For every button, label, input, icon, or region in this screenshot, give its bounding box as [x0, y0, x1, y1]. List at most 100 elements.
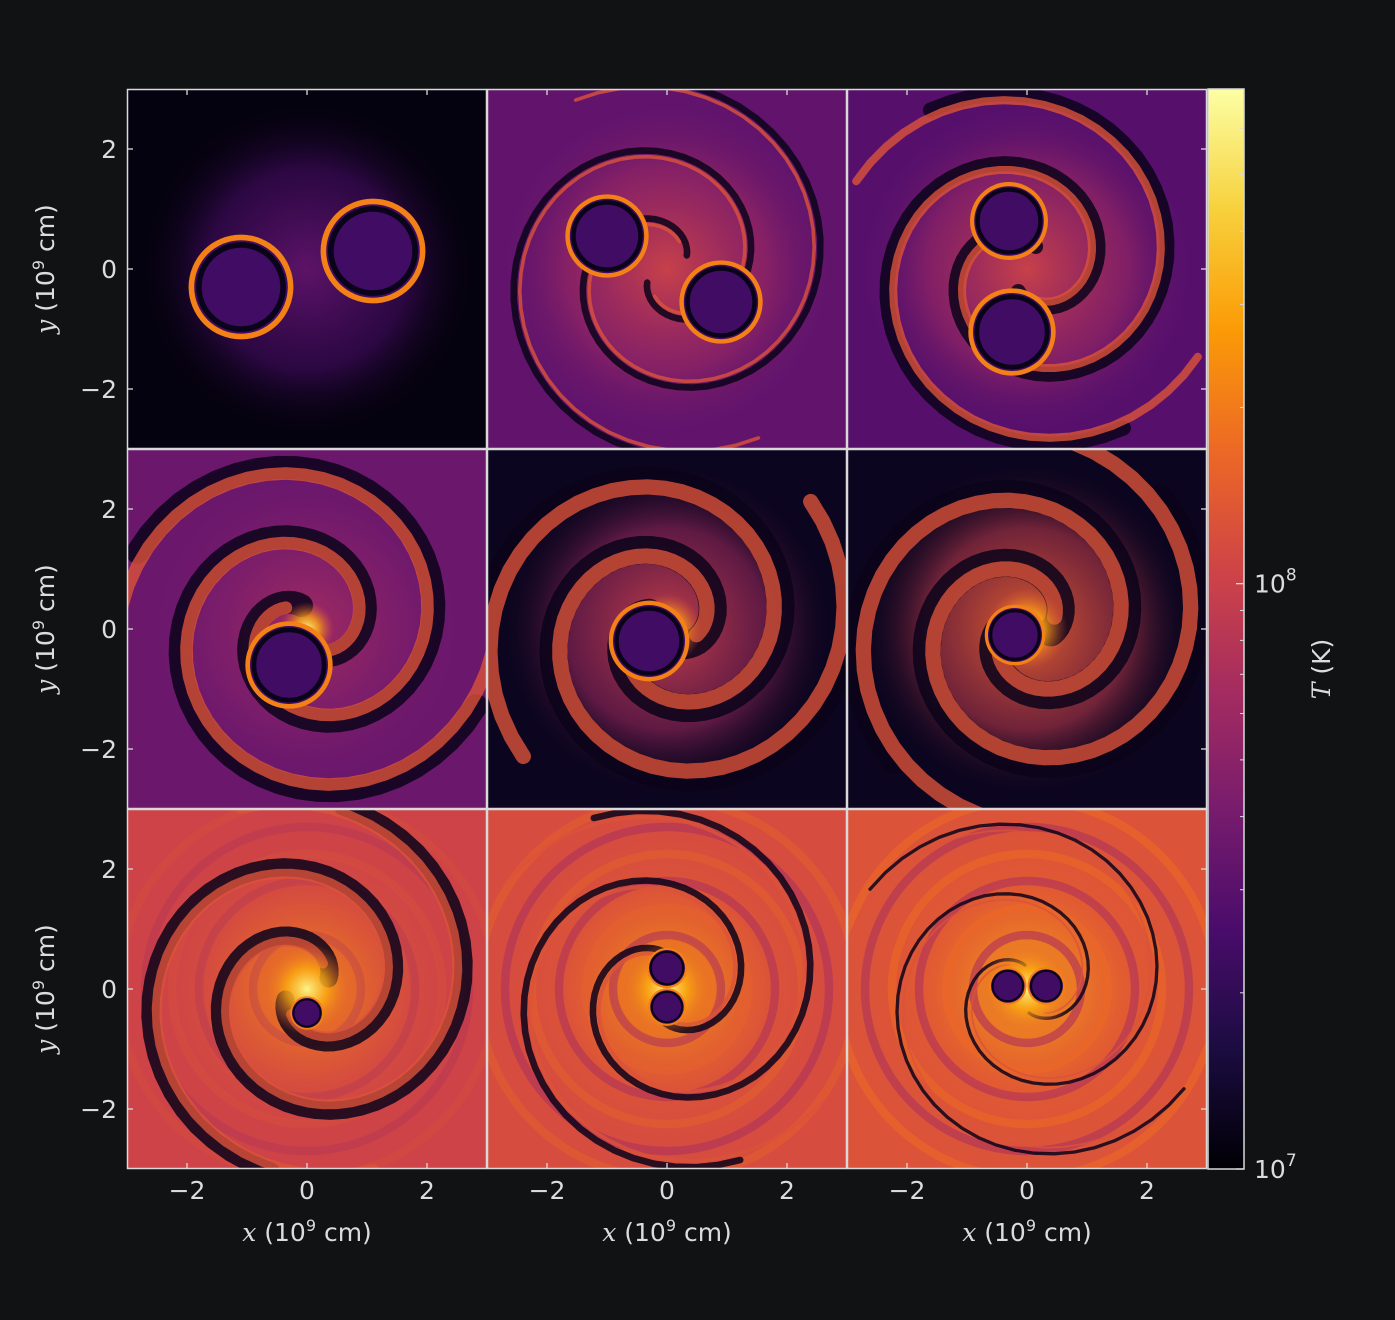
body-edge — [614, 606, 684, 676]
hot-spiral-arm — [902, 898, 1207, 1149]
x-tick-label: 2 — [1139, 1176, 1155, 1205]
x-axis-label: x (109 cm) — [962, 1216, 1092, 1247]
body-edge — [685, 266, 757, 338]
axes: −2 0 2 y (109 cm) −2 0 2 y (109 cm) −2 0 2 y (109 c… — [29, 88, 1208, 1247]
hot-spiral-arm — [925, 449, 1199, 766]
panel-r2-c1 — [127, 449, 487, 809]
y-tick-label: 2 — [101, 855, 117, 884]
y-tick-label: −2 — [80, 1095, 117, 1124]
body-interior — [973, 293, 1051, 371]
y-tick-label: 0 — [101, 255, 117, 284]
body-edge — [989, 609, 1041, 661]
body-edge — [991, 969, 1024, 1003]
hot-spiral-arm — [151, 868, 393, 1169]
hot-core — [261, 943, 353, 1035]
panel-r1-c1 — [127, 89, 487, 449]
panel-r1-c3 — [847, 89, 1207, 449]
panel-r1-c2 — [487, 89, 847, 449]
ring-structure — [968, 930, 1086, 1048]
ring-structure — [500, 822, 834, 1156]
spiral-arm — [141, 858, 404, 1169]
body-interior — [991, 969, 1025, 1003]
y-axis-label: y (109 cm) — [29, 204, 60, 335]
hot-spiral-arm — [508, 815, 806, 1094]
spiral-arm — [510, 147, 755, 449]
body-edge — [1030, 969, 1063, 1003]
temperature-halo — [859, 101, 1195, 437]
ring-structure — [941, 903, 1113, 1075]
body-interior — [649, 950, 685, 986]
body-edge — [196, 242, 286, 332]
spiral-arm — [879, 156, 1132, 449]
y-tick-label: −2 — [80, 735, 117, 764]
panel-frame — [486, 448, 848, 810]
temperature-halo — [499, 101, 835, 437]
y-axis-label: y (109 cm) — [29, 924, 60, 1055]
x-tick-label: 0 — [659, 1176, 675, 1205]
hot-spiral-arm — [889, 165, 1202, 442]
y-axis-label: y (109 cm) — [29, 564, 60, 695]
panel-r2-c2 — [487, 449, 847, 809]
hot-core — [981, 943, 1073, 1035]
body-edge — [251, 627, 327, 703]
spiral-arm — [868, 822, 1159, 1086]
panel-r3-c1 — [127, 809, 487, 1169]
colorbar-tick-label: 107 — [1254, 1151, 1297, 1184]
colorbar: 107 108 T (K) — [1207, 88, 1336, 1184]
hot-spiral-arm — [847, 829, 1152, 1080]
hot-spiral-arm — [852, 96, 1165, 373]
body-interior — [292, 998, 322, 1028]
temperature-halo — [139, 101, 475, 437]
ring-structure — [914, 876, 1140, 1102]
body-interior — [988, 608, 1042, 662]
hot-spiral-arm — [552, 493, 847, 779]
ring-structure — [581, 903, 753, 1075]
spiral-arm — [589, 809, 814, 1101]
body-interior — [613, 605, 685, 677]
body-interior — [683, 264, 759, 340]
y-tick-label: −2 — [80, 375, 117, 404]
spiral-arm — [895, 892, 1186, 1156]
y-tick-label: 2 — [101, 495, 117, 524]
body-edge — [975, 187, 1043, 255]
ring-structure — [608, 930, 726, 1048]
body-edge — [571, 200, 643, 272]
body-interior — [326, 204, 420, 298]
panel-grid — [127, 89, 1207, 1169]
spiral-arm — [210, 809, 473, 1120]
x-tick-label: −2 — [889, 1176, 926, 1205]
y-tick-label: 0 — [101, 975, 117, 1004]
hot-spiral-arm — [180, 536, 487, 791]
x-tick-label: −2 — [529, 1176, 566, 1205]
x-tick-label: 2 — [779, 1176, 795, 1205]
x-tick-label: 2 — [419, 1176, 435, 1205]
hot-spiral-arm — [528, 884, 826, 1163]
body-edge — [292, 998, 322, 1028]
hot-spiral-arm — [855, 492, 1129, 809]
body-edge — [328, 206, 418, 296]
panel-r2-c3 — [847, 449, 1207, 809]
ring-structure — [887, 849, 1167, 1129]
colorbar-gradient — [1207, 88, 1245, 1170]
body-interior — [194, 240, 288, 334]
body-interior — [250, 626, 328, 704]
panel-r3-c3 — [847, 809, 1207, 1169]
body-interior — [650, 990, 684, 1024]
body-edge — [974, 294, 1050, 370]
colorbar-label: T (K) — [1307, 639, 1336, 700]
ring-structure — [167, 849, 447, 1129]
x-tick-label: −2 — [169, 1176, 206, 1205]
x-tick-label: 0 — [299, 1176, 315, 1205]
body-interior — [974, 186, 1044, 256]
body-edge — [649, 950, 685, 986]
colorbar-tick-label: 108 — [1254, 566, 1297, 599]
body-interior — [569, 198, 645, 274]
body-edge — [650, 990, 684, 1024]
hot-spiral-arm — [221, 809, 463, 1110]
panel-r3-c2 — [487, 809, 847, 1169]
x-tick-label: 0 — [1019, 1176, 1035, 1205]
body-interior — [1029, 969, 1063, 1003]
y-tick-label: 0 — [101, 615, 117, 644]
spiral-arm — [579, 89, 824, 391]
